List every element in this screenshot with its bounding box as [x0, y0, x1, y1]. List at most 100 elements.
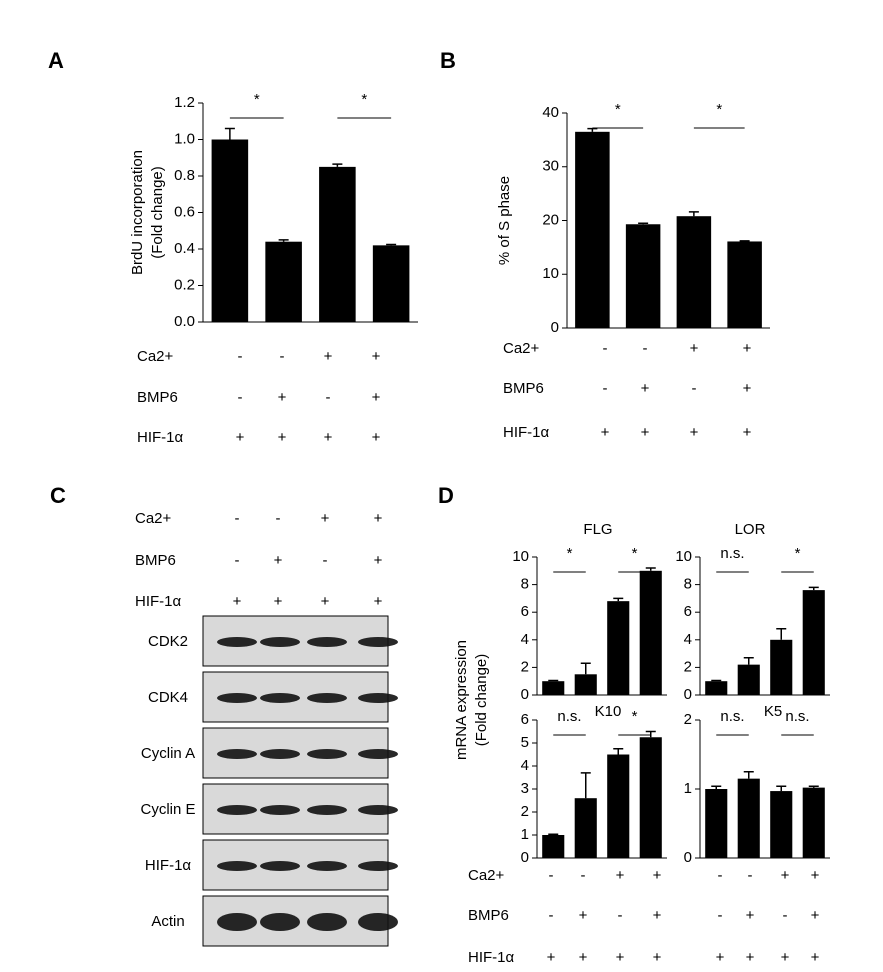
condition-sign: +	[372, 348, 381, 365]
chart-title: K5	[764, 703, 782, 720]
y-tick-label: 4	[684, 631, 692, 648]
error-bar	[743, 656, 754, 665]
y-tick-label: 5	[521, 734, 529, 751]
y-tick-label: 1.0	[174, 130, 195, 147]
y-axis-label: % of S phase	[496, 176, 513, 265]
significance-label: n.s.	[785, 708, 809, 725]
y-tick-label: 1	[684, 780, 692, 797]
error-bar	[808, 785, 819, 788]
error-bar	[739, 240, 750, 242]
error-bar	[580, 662, 591, 675]
error-bar	[711, 679, 722, 682]
error-bar	[386, 243, 397, 246]
condition-sign: +	[616, 949, 625, 966]
significance-label: *	[361, 91, 367, 108]
error-bar	[613, 597, 624, 602]
significance-label: *	[254, 91, 260, 108]
condition-sign: +	[374, 552, 383, 569]
condition-sign: +	[781, 867, 790, 884]
band-label: HIF-1α	[145, 857, 192, 874]
blot-band	[260, 749, 300, 759]
condition-sign: +	[743, 340, 752, 357]
condition-sign: +	[278, 389, 287, 406]
condition-sign: +	[372, 389, 381, 406]
y-tick-label: 0.0	[174, 313, 195, 330]
condition-sign: +	[274, 593, 283, 610]
condition-name: BMP6	[135, 552, 176, 569]
panel-label: D	[438, 483, 454, 508]
blot-band	[217, 861, 257, 871]
bar	[607, 601, 630, 695]
y-axis-label: mRNA expression	[453, 640, 470, 760]
bar	[607, 754, 630, 858]
y-tick-label: 0.2	[174, 276, 195, 293]
y-tick-label: 0.4	[174, 240, 195, 257]
condition-sign: +	[811, 907, 820, 924]
blot-band	[217, 805, 257, 815]
y-tick-label: 0	[551, 319, 559, 336]
bar	[802, 590, 825, 695]
condition-sign: -	[326, 389, 331, 406]
condition-name: Ca2+	[468, 867, 505, 884]
condition-sign: +	[743, 424, 752, 441]
condition-sign: +	[374, 510, 383, 527]
condition-sign: +	[321, 593, 330, 610]
condition-sign: -	[549, 867, 554, 884]
error-bar	[638, 222, 649, 225]
condition-sign: -	[718, 867, 723, 884]
blot-band	[307, 913, 347, 931]
y-tick-label: 4	[521, 631, 529, 648]
y-tick-label: 0.6	[174, 203, 195, 220]
condition-sign: +	[278, 429, 287, 446]
chart-title: FLG	[583, 521, 612, 538]
bar	[737, 664, 760, 695]
blot-band	[358, 861, 398, 871]
chart-title: K10	[595, 703, 622, 720]
condition-sign: -	[581, 867, 586, 884]
significance-label: n.s.	[557, 708, 581, 725]
condition-sign: +	[811, 949, 820, 966]
condition-sign: +	[601, 424, 610, 441]
significance-label: n.s.	[720, 708, 744, 725]
blot-band	[307, 693, 347, 703]
bar	[542, 835, 565, 858]
bar	[575, 131, 610, 328]
y-tick-label: 0	[521, 686, 529, 703]
blot-band	[358, 637, 398, 647]
blot-band	[307, 637, 347, 647]
y-axis-label: (Fold change)	[149, 166, 166, 259]
y-tick-label: 3	[521, 780, 529, 797]
condition-sign: -	[603, 380, 608, 397]
condition-sign: -	[235, 552, 240, 569]
error-bar	[548, 833, 559, 836]
condition-name: Ca2+	[135, 510, 172, 527]
panel-label: C	[50, 483, 66, 508]
blot-band	[358, 749, 398, 759]
panel-label: B	[440, 48, 456, 73]
bar	[705, 789, 728, 858]
y-axis-label: (Fold change)	[473, 654, 490, 747]
significance-label: *	[795, 545, 801, 562]
condition-sign: +	[746, 907, 755, 924]
error-bar	[278, 239, 289, 242]
condition-sign: +	[579, 949, 588, 966]
band-label: Cyclin A	[141, 745, 195, 762]
condition-sign: +	[811, 867, 820, 884]
condition-sign: +	[579, 907, 588, 924]
error-bar	[776, 785, 787, 792]
condition-sign: -	[692, 380, 697, 397]
error-bar	[776, 628, 787, 640]
condition-sign: -	[238, 389, 243, 406]
bar	[372, 245, 410, 322]
band-label: CDK2	[148, 633, 188, 650]
bar	[770, 639, 793, 695]
y-tick-label: 0.8	[174, 167, 195, 184]
y-tick-label: 30	[542, 158, 559, 175]
error-bar	[224, 127, 235, 140]
y-tick-label: 1	[521, 826, 529, 843]
bar	[319, 166, 356, 322]
blot-band	[358, 693, 398, 703]
condition-name: HIF-1α	[137, 429, 184, 446]
blot-band	[307, 861, 347, 871]
